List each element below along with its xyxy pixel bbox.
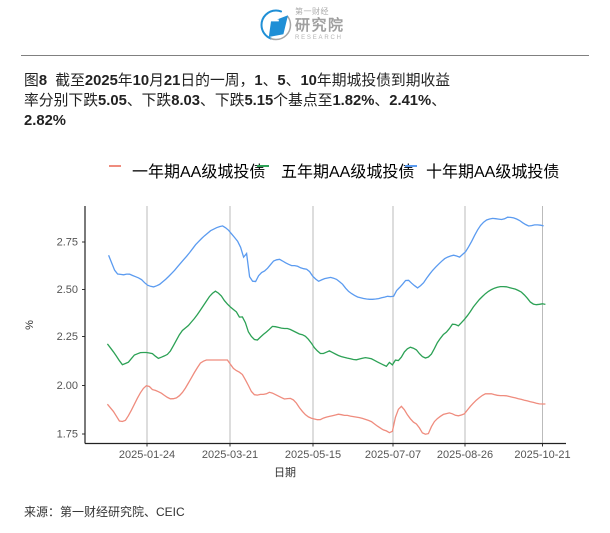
svg-text:%: % [24, 320, 36, 330]
svg-text:2025-05-15: 2025-05-15 [285, 449, 341, 461]
svg-text:2025-01-24: 2025-01-24 [119, 449, 175, 461]
svg-text:2.00: 2.00 [57, 380, 78, 392]
svg-text:2.75: 2.75 [57, 237, 78, 249]
svg-text:2025-07-07: 2025-07-07 [365, 449, 421, 461]
svg-text:2025-03-21: 2025-03-21 [202, 449, 258, 461]
svg-text:日期: 日期 [274, 466, 296, 479]
svg-text:2025-08-26: 2025-08-26 [437, 449, 493, 461]
svg-text:2025-10-21: 2025-10-21 [514, 449, 570, 461]
svg-text:2.25: 2.25 [57, 331, 78, 343]
svg-text:2.50: 2.50 [57, 284, 78, 296]
svg-text:1.75: 1.75 [57, 429, 78, 441]
